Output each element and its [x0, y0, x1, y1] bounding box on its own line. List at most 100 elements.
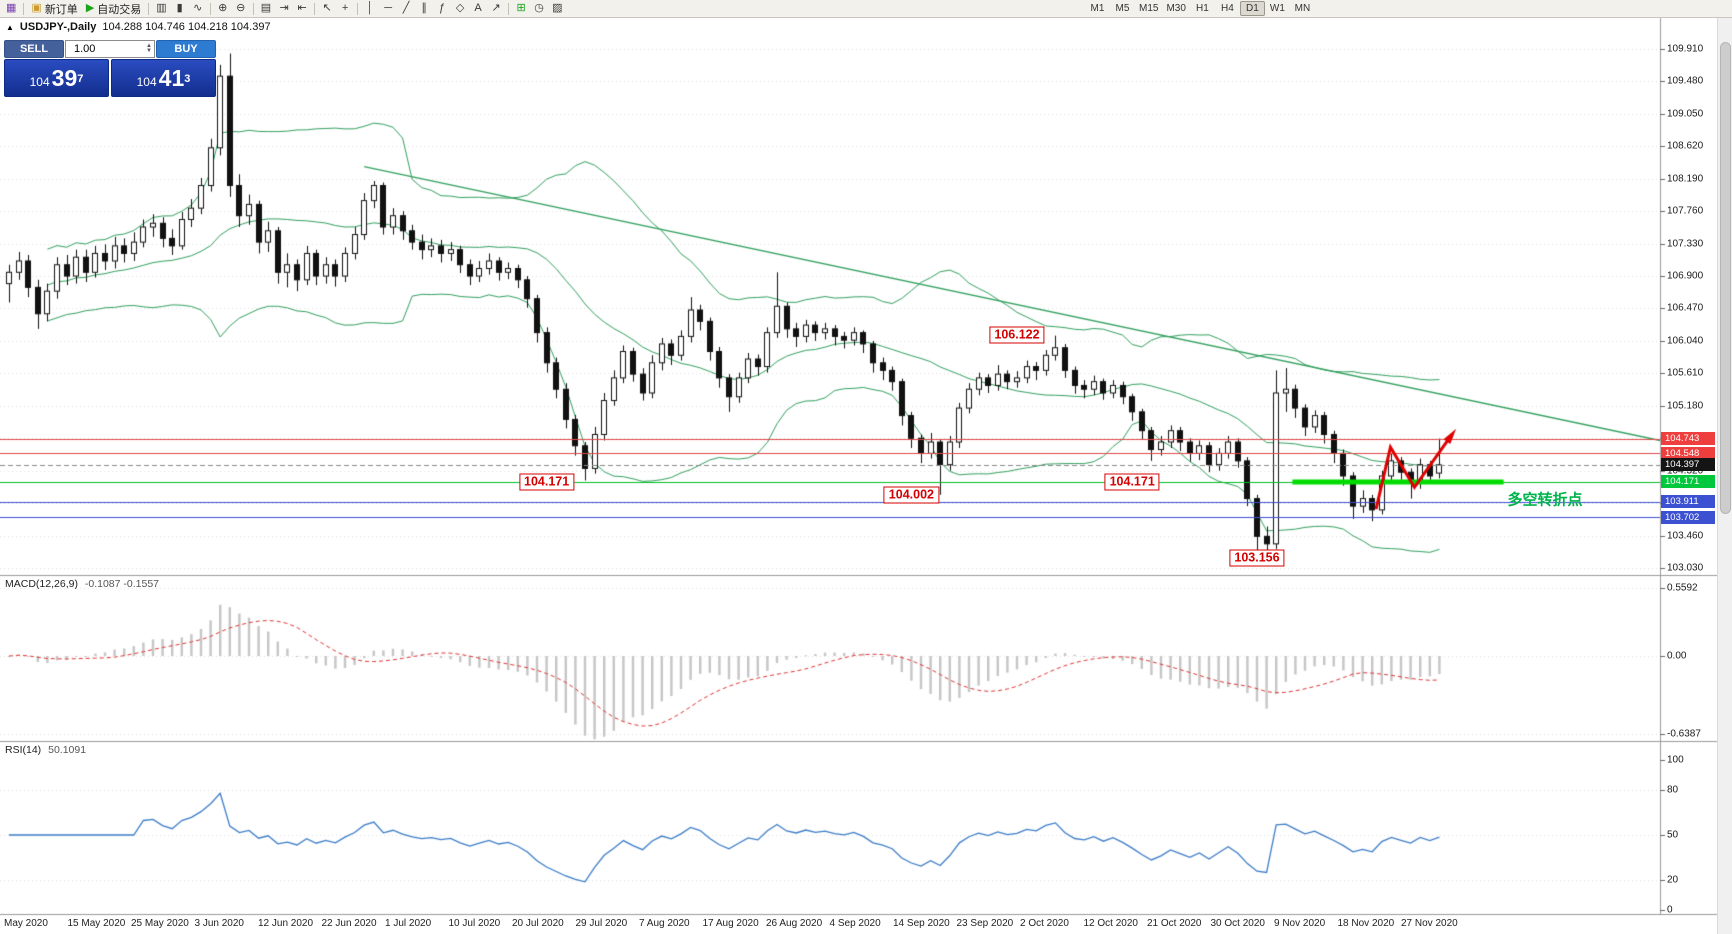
price-level-tag: 104.171 — [1661, 475, 1715, 489]
zoom-in-button[interactable]: ⊕ — [214, 1, 232, 17]
volume-input[interactable]: 1.00 ▲ ▼ — [65, 40, 155, 58]
autotrading-label: 自动交易 — [97, 3, 142, 16]
timeframe-m1-button[interactable]: M1 — [1090, 3, 1105, 14]
new-chart-button[interactable]: ▦ — [2, 1, 20, 17]
vertical-line-button[interactable]: │ — [361, 1, 379, 17]
timeframe-h4-button[interactable]: H4 — [1221, 3, 1234, 14]
price-axis-label: 109.910 — [1667, 43, 1704, 55]
chart-candles-icon: ▮ — [176, 2, 183, 14]
trendline-button[interactable]: ╱ — [397, 1, 415, 17]
chart-line-button[interactable]: ∿ — [189, 1, 207, 17]
timeframe-m15-button[interactable]: M15 — [1139, 3, 1159, 14]
auto-scroll-button[interactable]: ⇥ — [275, 1, 293, 17]
buy-button[interactable]: BUY — [156, 40, 216, 58]
price-axis-label: 107.760 — [1667, 205, 1704, 217]
timeframe-w1-button[interactable]: W1 — [1269, 3, 1285, 14]
spinner-up-icon[interactable]: ▲ — [146, 43, 152, 50]
zoom-out-icon: ⊖ — [236, 2, 246, 14]
date-axis-label: 2 Oct 2020 — [1020, 918, 1069, 929]
toolbar-separator — [23, 2, 25, 15]
rsi-axis-label: 0 — [1667, 904, 1673, 916]
horizontal-line-button[interactable]: ─ — [379, 1, 397, 17]
date-axis-label: 3 Jun 2020 — [194, 918, 245, 929]
indicators-button[interactable]: ⊞ — [512, 1, 530, 17]
text-button[interactable]: A — [469, 1, 487, 17]
price-axis-label: 105.180 — [1667, 400, 1704, 412]
price-annotation-box[interactable]: 106.122 — [989, 326, 1045, 344]
chart-bars-icon: ▥ — [156, 2, 167, 14]
date-axis-label: 12 Jun 2020 — [258, 918, 314, 929]
timeframe-m5-button[interactable]: M5 — [1115, 3, 1130, 14]
timeframe-h1-button[interactable]: H1 — [1196, 3, 1209, 14]
new-order-button[interactable]: ▣ 新订单 — [27, 1, 81, 17]
templates-icon: ▨ — [552, 2, 563, 14]
channel-button[interactable]: ∥ — [415, 1, 433, 17]
arrows-icon: ↗ — [491, 2, 501, 14]
price-axis-label: 108.620 — [1667, 140, 1704, 152]
timeframe-mn-button[interactable]: MN — [1294, 3, 1311, 14]
chart-shift-icon: ⇤ — [297, 2, 307, 14]
new-chart-icon: ▦ — [6, 2, 17, 14]
price-annotation-box[interactable]: 104.171 — [1104, 473, 1160, 491]
date-axis-label: 7 Aug 2020 — [639, 918, 690, 929]
zoom-out-button[interactable]: ⊖ — [232, 1, 250, 17]
chart-candles-button[interactable]: ▮ — [171, 1, 189, 17]
buy-price-pips: 41 — [158, 64, 185, 91]
fibonacci-button[interactable]: ƒ — [433, 1, 451, 17]
volume-spinner[interactable]: ▲ ▼ — [146, 41, 152, 57]
price-axis-label: 109.480 — [1667, 75, 1704, 87]
rsi-axis-label: 80 — [1667, 784, 1679, 796]
toolbar-separator — [314, 2, 316, 15]
macd-axis-label: 0.5592 — [1667, 582, 1698, 594]
tile-windows-button[interactable]: ▤ — [257, 1, 275, 17]
macd-values: -0.1087 -0.1557 — [84, 578, 160, 590]
price-annotation-box[interactable]: 103.156 — [1229, 549, 1285, 567]
date-axis-label: 22 Jun 2020 — [321, 918, 377, 929]
timeframe-group: M1 M5 M15 M30 H1 H4 D1 W1 MN — [1085, 1, 1315, 16]
toolbar-separator — [209, 2, 211, 15]
sell-price-pips: 39 — [51, 64, 78, 91]
arrows-button[interactable]: ↗ — [487, 1, 505, 17]
auto-scroll-icon: ⇥ — [279, 2, 289, 14]
price-axis-label: 103.460 — [1667, 530, 1704, 542]
text-icon: A — [474, 2, 482, 14]
crosshair-icon: + — [341, 2, 349, 14]
chart-bars-button[interactable]: ▥ — [152, 1, 170, 17]
price-level-tag: 104.743 — [1661, 432, 1715, 446]
buy-price-box[interactable]: 104 41 3 — [111, 59, 216, 97]
buy-price-big: 104 — [136, 75, 157, 89]
price-annotation-box[interactable]: 104.002 — [883, 486, 939, 504]
spinner-down-icon[interactable]: ▼ — [146, 48, 152, 54]
sell-button[interactable]: SELL — [4, 40, 64, 58]
buy-price-sup: 3 — [184, 73, 191, 85]
price-annotation-box[interactable]: 104.171 — [519, 473, 575, 491]
scrollbar-thumb[interactable] — [1720, 42, 1731, 514]
price-axis-label: 106.470 — [1667, 302, 1704, 314]
price-axis-label: 106.900 — [1667, 270, 1704, 282]
cursor-button[interactable]: ↖ — [318, 1, 336, 17]
fibonacci-icon: ƒ — [439, 2, 446, 14]
sell-price-box[interactable]: 104 39 7 — [4, 59, 109, 97]
timeframe-d1-button[interactable]: D1 — [1239, 1, 1265, 16]
crosshair-button[interactable]: + — [336, 1, 354, 17]
turning-point-note[interactable]: 多空转折点 — [1507, 491, 1583, 509]
main-toolbar: ▦ ▣ 新订单 ▶ 自动交易 ▥ ▮ ∿ ⊕ ⊖ ▤ ⇥ ⇤ ↖ + │ ─ ╱ ∥ ƒ ◇ A ↗ ⊞ ◷ ▨ M1 M5 M15 M3… — [0, 0, 1732, 18]
sell-price-big: 104 — [29, 75, 50, 89]
periods-button[interactable]: ◷ — [530, 1, 548, 17]
vertical-scrollbar[interactable] — [1717, 18, 1732, 934]
shapes-button[interactable]: ◇ — [451, 1, 469, 17]
templates-button[interactable]: ▨ — [548, 1, 566, 17]
autotrading-button[interactable]: ▶ 自动交易 — [82, 1, 145, 17]
chart-shift-button[interactable]: ⇤ — [293, 1, 311, 17]
price-level-tag: 103.911 — [1661, 495, 1715, 509]
timeframe-m30-button[interactable]: M30 — [1166, 3, 1186, 14]
macd-axis-label: 0.00 — [1667, 650, 1687, 662]
trendline-icon: ╱ — [402, 2, 410, 14]
rsi-axis-label: 50 — [1667, 829, 1679, 841]
price-axis-label: 106.040 — [1667, 335, 1704, 347]
rsi-label: RSI(14) — [5, 744, 42, 756]
date-axis-label: 26 Aug 2020 — [766, 918, 823, 929]
rsi-header: RSI(14) 50.1091 — [5, 744, 86, 756]
